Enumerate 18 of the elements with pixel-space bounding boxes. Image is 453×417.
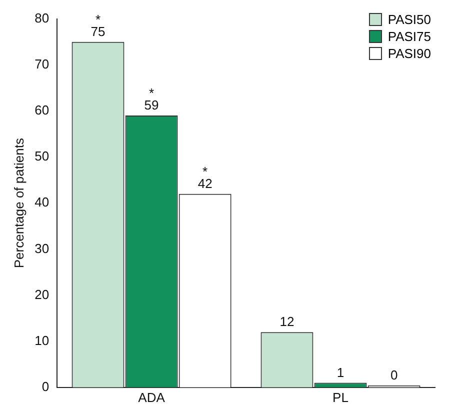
y-tick-label: 60 (34, 102, 50, 118)
legend-label: PASI75 (388, 29, 431, 44)
y-tick-label: 30 (34, 240, 50, 256)
y-tick-label: 10 (34, 332, 50, 348)
text: PASI90 (388, 46, 431, 61)
y-tick-label: 0 (42, 378, 50, 394)
y-tick-label: 50 (34, 148, 50, 164)
legend-label: PASI50 (388, 12, 431, 27)
y-tick-label: 70 (34, 56, 50, 72)
data-label: 12 (280, 314, 294, 330)
data-label: 0 (390, 367, 398, 382)
y-axis-title: Percentage of patients (11, 138, 26, 268)
x-tick-label: PL (332, 390, 348, 405)
y-tick-label: 80 (34, 10, 50, 26)
x-tick-label: ADA (138, 390, 166, 405)
y-tick-label: 20 (34, 286, 50, 302)
y-tick-label: 40 (34, 194, 50, 210)
data-label: 1 (336, 364, 344, 380)
